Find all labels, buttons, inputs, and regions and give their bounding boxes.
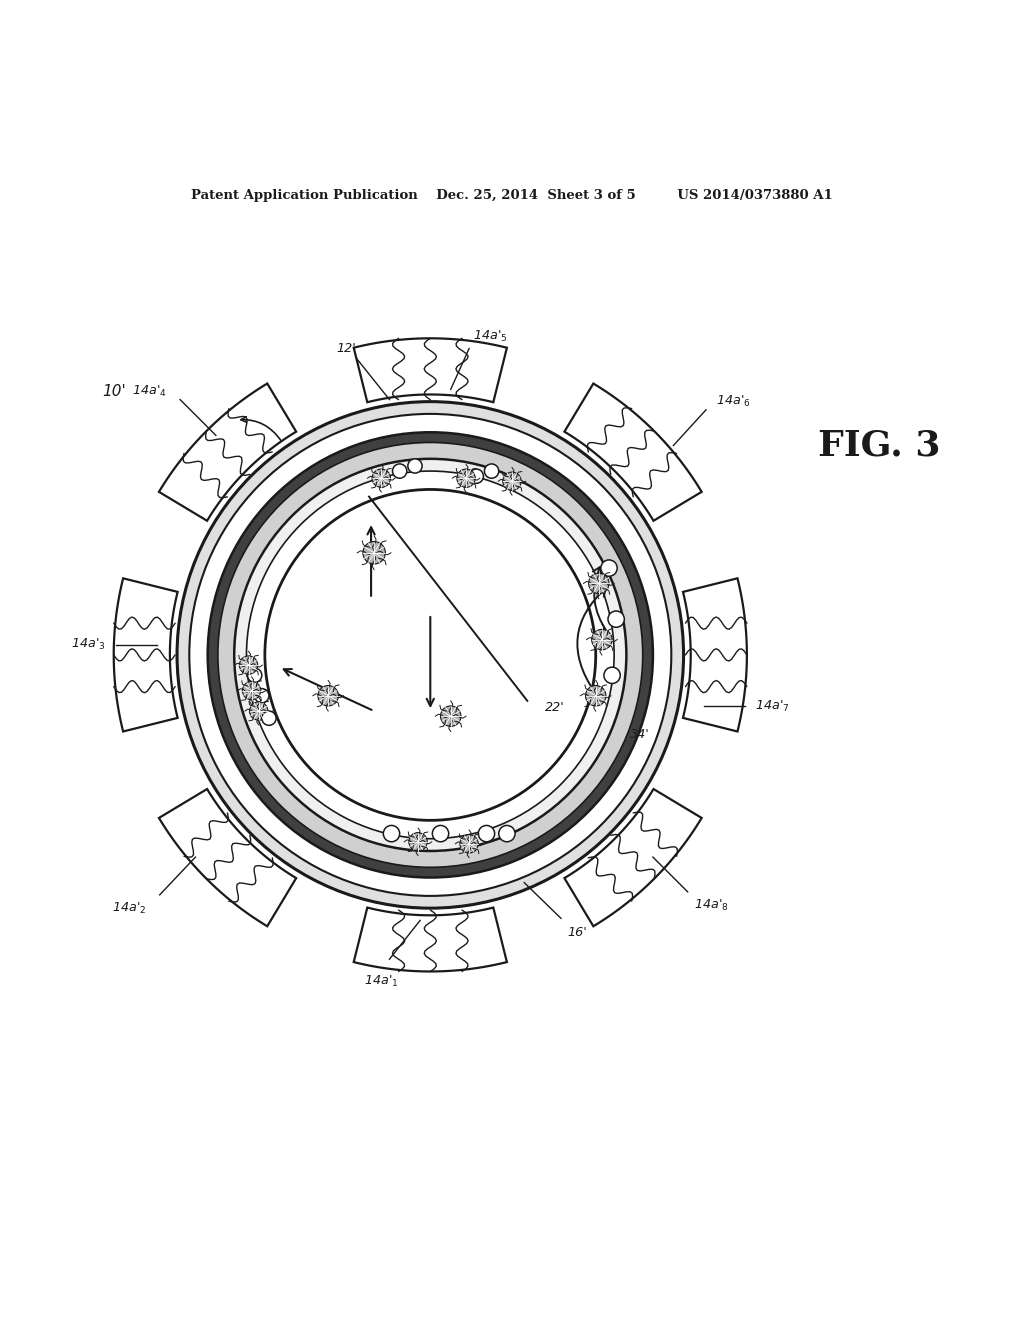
Polygon shape (564, 789, 701, 927)
Circle shape (240, 656, 258, 675)
Circle shape (243, 681, 261, 700)
Circle shape (478, 825, 495, 842)
FancyArrowPatch shape (578, 589, 605, 692)
Polygon shape (159, 789, 296, 927)
Text: FIG. 3: FIG. 3 (818, 429, 941, 462)
Text: 12': 12' (337, 342, 356, 355)
Circle shape (189, 414, 672, 896)
Text: 14a'$_2$: 14a'$_2$ (112, 900, 146, 916)
Circle shape (248, 668, 262, 682)
FancyArrowPatch shape (593, 568, 607, 632)
Circle shape (484, 463, 499, 478)
Circle shape (265, 490, 596, 820)
Text: 10': 10' (101, 384, 126, 399)
Text: 14a'$_8$: 14a'$_8$ (694, 898, 728, 912)
Circle shape (409, 833, 427, 851)
Circle shape (608, 611, 625, 627)
Polygon shape (353, 908, 507, 972)
Circle shape (318, 685, 338, 706)
Text: 14a'$_7$: 14a'$_7$ (755, 698, 790, 714)
Text: 14a'$_1$: 14a'$_1$ (364, 974, 398, 989)
Circle shape (589, 573, 609, 594)
Text: 16': 16' (567, 925, 587, 939)
Text: 14a'$_3$: 14a'$_3$ (71, 638, 105, 652)
Circle shape (604, 667, 621, 684)
Circle shape (250, 702, 268, 721)
Circle shape (262, 711, 276, 726)
Circle shape (408, 459, 422, 473)
Text: 14a'$_5$: 14a'$_5$ (473, 329, 508, 343)
Circle shape (247, 471, 614, 838)
Circle shape (234, 459, 627, 851)
Polygon shape (353, 338, 507, 403)
Text: 22': 22' (545, 701, 564, 714)
Circle shape (601, 560, 617, 577)
Circle shape (362, 541, 385, 564)
Circle shape (592, 630, 612, 649)
Circle shape (177, 401, 684, 908)
Circle shape (372, 469, 390, 487)
Circle shape (460, 834, 478, 853)
Circle shape (499, 825, 515, 842)
Circle shape (432, 825, 449, 842)
Circle shape (218, 442, 643, 867)
Circle shape (383, 825, 399, 842)
Text: Patent Application Publication    Dec. 25, 2014  Sheet 3 of 5         US 2014/03: Patent Application Publication Dec. 25, … (191, 189, 833, 202)
Circle shape (586, 685, 606, 706)
Text: 34': 34' (631, 729, 650, 741)
Text: 14a'$_6$: 14a'$_6$ (716, 395, 751, 409)
Polygon shape (114, 578, 177, 731)
Polygon shape (159, 384, 296, 521)
Circle shape (255, 689, 269, 702)
Polygon shape (683, 578, 746, 731)
Polygon shape (564, 384, 701, 521)
Circle shape (392, 463, 407, 478)
Circle shape (503, 473, 521, 491)
Text: 14a'$_4$: 14a'$_4$ (132, 384, 167, 399)
Circle shape (208, 432, 653, 878)
Circle shape (469, 469, 483, 483)
Circle shape (457, 469, 475, 487)
Circle shape (440, 706, 461, 726)
